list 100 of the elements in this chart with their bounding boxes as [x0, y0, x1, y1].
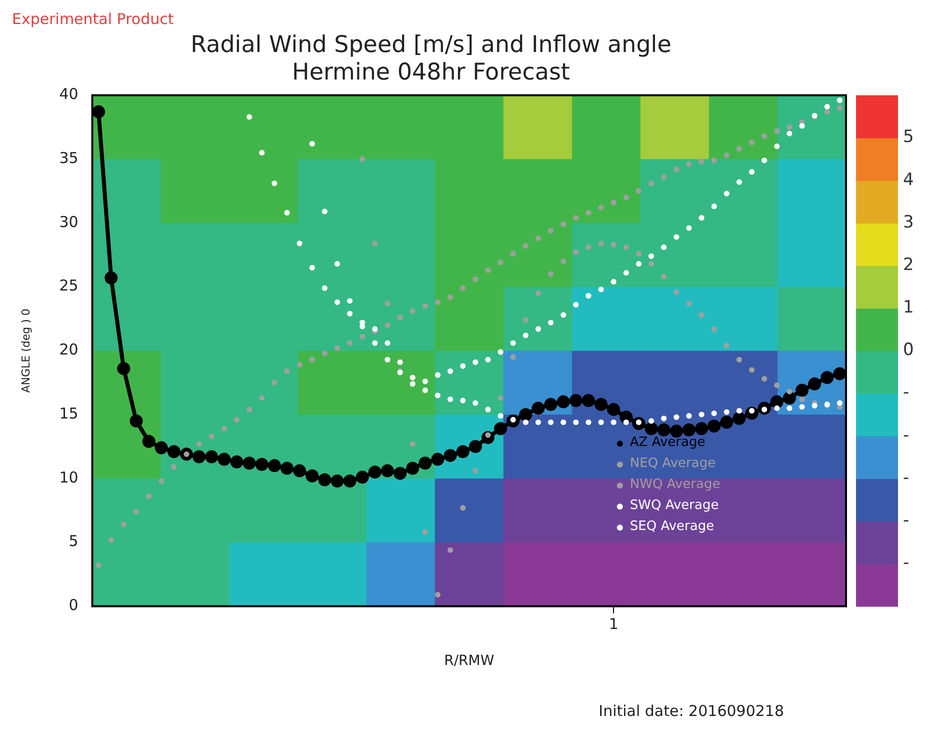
point — [397, 359, 403, 365]
point — [748, 169, 755, 175]
point — [548, 271, 554, 277]
point — [661, 174, 667, 180]
point — [560, 221, 566, 228]
point — [510, 250, 516, 256]
y-tick-label: 20 — [59, 340, 78, 359]
point — [548, 228, 554, 234]
y-tick-label: 5 — [68, 532, 78, 550]
point — [598, 240, 604, 246]
point — [748, 367, 755, 373]
point — [255, 458, 268, 471]
point — [736, 356, 742, 362]
point — [347, 340, 353, 346]
legend-label: SWQ Average — [630, 498, 719, 514]
point — [607, 402, 620, 416]
point — [698, 158, 704, 164]
point — [736, 179, 742, 185]
color-bar-label: 2 — [903, 254, 914, 275]
point — [196, 441, 202, 447]
point — [682, 423, 696, 436]
point — [360, 320, 366, 326]
point — [485, 406, 491, 412]
point — [544, 398, 558, 411]
point — [748, 140, 755, 146]
point — [786, 388, 792, 394]
point — [296, 240, 302, 246]
point — [711, 158, 717, 164]
point — [560, 419, 566, 426]
point — [472, 400, 478, 406]
point — [724, 190, 730, 196]
color-bar-label: - — [903, 382, 910, 403]
point — [610, 242, 616, 248]
point — [782, 391, 796, 404]
point — [422, 529, 428, 535]
point — [836, 105, 843, 111]
point — [695, 422, 708, 436]
point — [309, 140, 315, 147]
point — [360, 156, 366, 162]
point — [384, 300, 390, 306]
point — [334, 345, 340, 351]
point — [234, 416, 240, 422]
point — [573, 302, 579, 308]
point — [586, 419, 592, 426]
point — [582, 394, 595, 408]
point — [786, 130, 792, 136]
x-axis-title: R/RMW — [444, 653, 494, 670]
point — [519, 408, 532, 422]
point — [510, 340, 516, 346]
point — [448, 396, 454, 402]
point — [836, 98, 843, 104]
point — [636, 250, 642, 256]
point — [535, 419, 542, 426]
point — [522, 317, 528, 323]
point — [372, 240, 378, 246]
point — [573, 250, 579, 256]
point — [498, 260, 504, 266]
y-tick-label: 0 — [68, 596, 78, 614]
point — [422, 378, 428, 384]
point — [296, 362, 302, 368]
point — [472, 468, 478, 474]
point — [485, 356, 491, 362]
point — [657, 423, 670, 436]
point — [192, 450, 206, 464]
point — [230, 455, 244, 468]
point — [171, 464, 177, 470]
point — [142, 434, 156, 448]
point — [410, 381, 416, 387]
point — [208, 433, 214, 440]
point — [636, 188, 642, 194]
point — [431, 452, 444, 466]
point — [786, 124, 792, 130]
point — [532, 402, 545, 415]
point — [586, 210, 592, 216]
color-bar-label: - — [903, 425, 910, 446]
point — [799, 123, 805, 129]
point — [167, 445, 180, 458]
point — [560, 312, 566, 318]
color-bar-label: - — [903, 468, 910, 488]
point — [774, 128, 780, 134]
point — [711, 410, 717, 416]
point — [460, 363, 466, 369]
point — [774, 382, 780, 388]
point — [569, 394, 582, 408]
point — [724, 152, 730, 158]
point — [610, 278, 616, 285]
point — [272, 180, 278, 186]
point — [322, 285, 328, 291]
point — [674, 414, 680, 420]
point — [686, 300, 692, 306]
point — [610, 200, 616, 206]
point — [322, 350, 328, 356]
color-bar-label: - — [903, 510, 910, 530]
point — [494, 422, 508, 436]
point — [732, 412, 746, 425]
y-axis-title: ANGLE (deg ) 0 — [19, 308, 32, 393]
point — [736, 408, 742, 414]
point — [644, 422, 658, 436]
point — [397, 314, 403, 320]
point — [133, 508, 140, 514]
